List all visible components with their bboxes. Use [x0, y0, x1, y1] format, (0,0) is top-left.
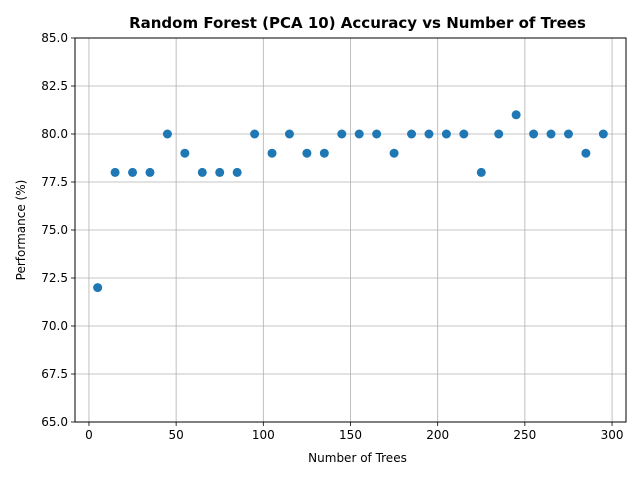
- data-point: [476, 167, 486, 177]
- plot-frame: [74, 37, 627, 423]
- data-point: [563, 129, 573, 139]
- y-tick-label: 67.5: [41, 367, 68, 381]
- data-point: [180, 148, 190, 158]
- x-tick-label: 100: [252, 428, 275, 442]
- chart-title: Random Forest (PCA 10) Accuracy vs Numbe…: [129, 14, 586, 32]
- data-point: [302, 148, 312, 158]
- data-point: [598, 129, 608, 139]
- data-point: [407, 129, 417, 139]
- x-axis-label: Number of Trees: [308, 451, 407, 465]
- y-axis-ticks: 65.0 67.5 70.0 72.5 75.0 77.5 80.0 82.5 85.0: [41, 31, 75, 429]
- x-tick-label: 0: [85, 428, 93, 442]
- data-point: [128, 167, 138, 177]
- data-point: [284, 129, 294, 139]
- data-point: [529, 129, 539, 139]
- data-point: [494, 129, 504, 139]
- data-points: [93, 110, 608, 293]
- y-tick-label: 72.5: [41, 271, 68, 285]
- data-point: [162, 129, 172, 139]
- data-point: [424, 129, 434, 139]
- data-point: [372, 129, 382, 139]
- y-axis-label: Performance (%): [14, 180, 28, 281]
- data-point: [459, 129, 469, 139]
- y-tick-label: 77.5: [41, 175, 68, 189]
- y-tick-label: 80.0: [41, 127, 68, 141]
- data-point: [145, 167, 155, 177]
- data-point: [267, 148, 277, 158]
- x-tick-label: 250: [513, 428, 536, 442]
- data-point: [511, 110, 521, 120]
- data-point: [441, 129, 451, 139]
- y-tick-label: 75.0: [41, 223, 68, 237]
- data-point: [250, 129, 260, 139]
- data-point: [93, 283, 103, 293]
- data-point: [197, 167, 207, 177]
- data-point: [354, 129, 364, 139]
- x-tick-label: 150: [339, 428, 362, 442]
- data-point: [337, 129, 347, 139]
- data-point: [581, 148, 591, 158]
- data-point: [319, 148, 329, 158]
- data-point: [389, 148, 399, 158]
- y-tick-label: 82.5: [41, 79, 68, 93]
- x-tick-label: 300: [601, 428, 624, 442]
- x-tick-label: 50: [168, 428, 183, 442]
- x-tick-label: 200: [426, 428, 449, 442]
- data-point: [546, 129, 556, 139]
- y-tick-label: 85.0: [41, 31, 68, 45]
- data-point: [215, 167, 225, 177]
- y-tick-label: 65.0: [41, 415, 68, 429]
- x-axis-ticks: 0 50 100 150 200 250 300: [85, 422, 624, 442]
- data-point: [232, 167, 242, 177]
- y-tick-label: 70.0: [41, 319, 68, 333]
- data-point: [110, 167, 120, 177]
